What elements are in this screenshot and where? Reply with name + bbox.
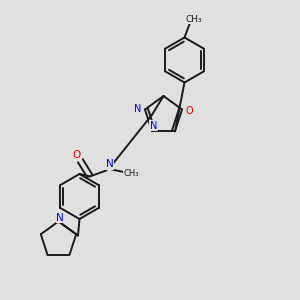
Text: CH₃: CH₃ — [124, 169, 139, 178]
Text: N: N — [56, 213, 64, 223]
Text: N: N — [150, 121, 157, 131]
Text: O: O — [73, 150, 81, 161]
Text: CH₃: CH₃ — [185, 15, 202, 24]
Text: N: N — [106, 159, 113, 170]
Text: O: O — [186, 106, 194, 116]
Text: N: N — [134, 104, 141, 115]
